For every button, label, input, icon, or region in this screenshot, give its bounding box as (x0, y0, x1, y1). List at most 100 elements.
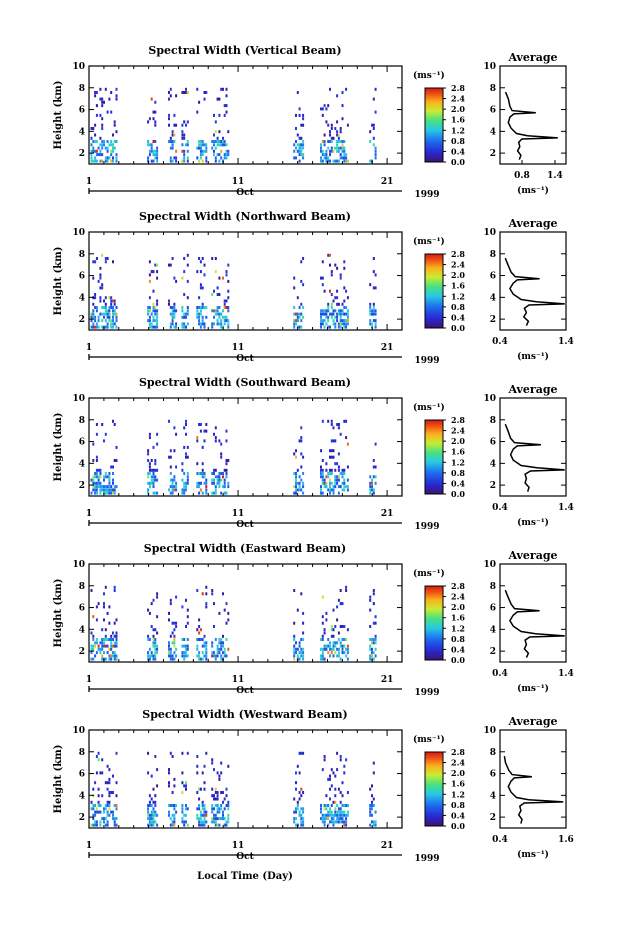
colorbar-swatch (425, 326, 443, 329)
heatmap-cell (205, 592, 208, 596)
heatmap-cell (101, 283, 104, 287)
heatmap-cell (336, 146, 339, 150)
heatmap-cell (181, 133, 184, 137)
heatmap-cell (222, 87, 224, 91)
heatmap-cell (95, 472, 98, 475)
heatmap-cell (108, 791, 111, 794)
heatmap-cell (227, 481, 230, 485)
colorbar-swatch (425, 288, 443, 291)
heatmap-cell (223, 651, 226, 655)
heatmap-cell (101, 657, 104, 661)
colorbar-swatch (425, 632, 443, 635)
heatmap-cell (371, 641, 373, 645)
colorbar-swatch (425, 776, 443, 779)
heatmap-cell (152, 302, 155, 306)
colorbar-tick-label: 1.6 (451, 779, 465, 789)
heatmap-cell (185, 807, 187, 811)
heatmap-cell (203, 273, 206, 277)
heatmap-cell (183, 784, 186, 788)
heatmap-cell (181, 306, 184, 309)
colorbar-swatch (425, 754, 443, 757)
heatmap-cell (205, 605, 208, 609)
heatmap-cell (115, 140, 118, 143)
heatmap-cell (203, 781, 206, 785)
colorbar-swatch (425, 322, 443, 325)
colorbar-swatch (425, 448, 443, 451)
heatmap-cell (103, 299, 105, 303)
heatmap-cell (320, 325, 322, 329)
heatmap-cell (205, 91, 208, 94)
heatmap-cell (115, 153, 118, 157)
heatmap-cell (198, 485, 201, 489)
heatmap-cell (150, 97, 153, 101)
heatmap-cell (223, 491, 226, 495)
heatmap-cell (196, 315, 199, 319)
heatmap-cell (329, 449, 331, 453)
heatmap-cell (220, 322, 223, 326)
heatmap-cell (147, 771, 150, 775)
heatmap-cell (97, 315, 100, 319)
heatmap-cell (327, 306, 330, 309)
heatmap-cell (113, 491, 116, 495)
heatmap-cell (148, 153, 151, 157)
colorbar-swatch (425, 650, 443, 653)
heatmap-cell (295, 485, 297, 489)
heatmap-cell (296, 608, 299, 612)
heatmap-cell (147, 312, 150, 316)
heatmap-cell (148, 260, 151, 264)
heatmap-cell (92, 312, 95, 316)
heatmap-cell (220, 325, 223, 329)
heatmap-cell (152, 159, 155, 163)
heatmap-cell (218, 306, 221, 309)
heatmap-cell (185, 804, 187, 807)
heatmap-cell (198, 787, 201, 791)
heatmap-cell (327, 325, 330, 329)
heatmap-cell (147, 449, 150, 453)
heatmap-cell (327, 309, 330, 313)
heatmap-cell (196, 146, 199, 150)
colorbar-swatch (425, 136, 443, 139)
average-profile-line (504, 423, 565, 492)
month-label: Oct (236, 188, 254, 198)
heatmap-cell (154, 820, 157, 824)
heatmap-cell (216, 644, 219, 648)
heatmap-cell (198, 631, 201, 635)
colorbar-tick-label: 2.4 (451, 94, 465, 104)
heatmap-cell (205, 751, 208, 755)
heatmap-cell (339, 813, 342, 817)
heatmap-cell (218, 647, 221, 651)
heatmap-cell (336, 813, 339, 817)
colorbar-tick-label: 0.0 (451, 821, 465, 831)
heatmap-cell (343, 651, 346, 655)
heatmap-cell (110, 306, 113, 309)
heatmap-cell (213, 149, 215, 153)
heatmap-cell (337, 820, 340, 824)
heatmap-cell (99, 153, 102, 157)
heatmap-cell (220, 804, 223, 807)
heatmap-cell (218, 130, 221, 134)
heatmap-cell (345, 654, 348, 658)
heatmap-cell (323, 807, 326, 811)
heatmap-cell (106, 820, 109, 824)
average-title: Average (507, 715, 557, 728)
heatmap-cell (113, 423, 116, 426)
heatmap-cell (113, 651, 116, 655)
heatmap-cell (185, 481, 187, 485)
heatmap-cell (148, 472, 151, 475)
heatmap-cell (94, 293, 97, 296)
heatmap-cell (108, 309, 111, 313)
heatmap-cell (336, 641, 339, 645)
heatmap-cell (112, 472, 114, 475)
heatmap-cell (225, 87, 228, 91)
heatmap-cell (199, 156, 202, 160)
colorbar-tick-label: 0.8 (451, 302, 465, 312)
heatmap-cell (223, 113, 226, 117)
heatmap-cell (97, 810, 100, 814)
heatmap-cell (198, 100, 201, 104)
heatmap-cell (168, 654, 170, 658)
heatmap-cell (216, 797, 219, 801)
heatmap-cell (298, 325, 301, 329)
heatmap-cell (227, 800, 230, 804)
colorbar-swatch (425, 306, 443, 309)
heatmap-cell (171, 488, 174, 492)
